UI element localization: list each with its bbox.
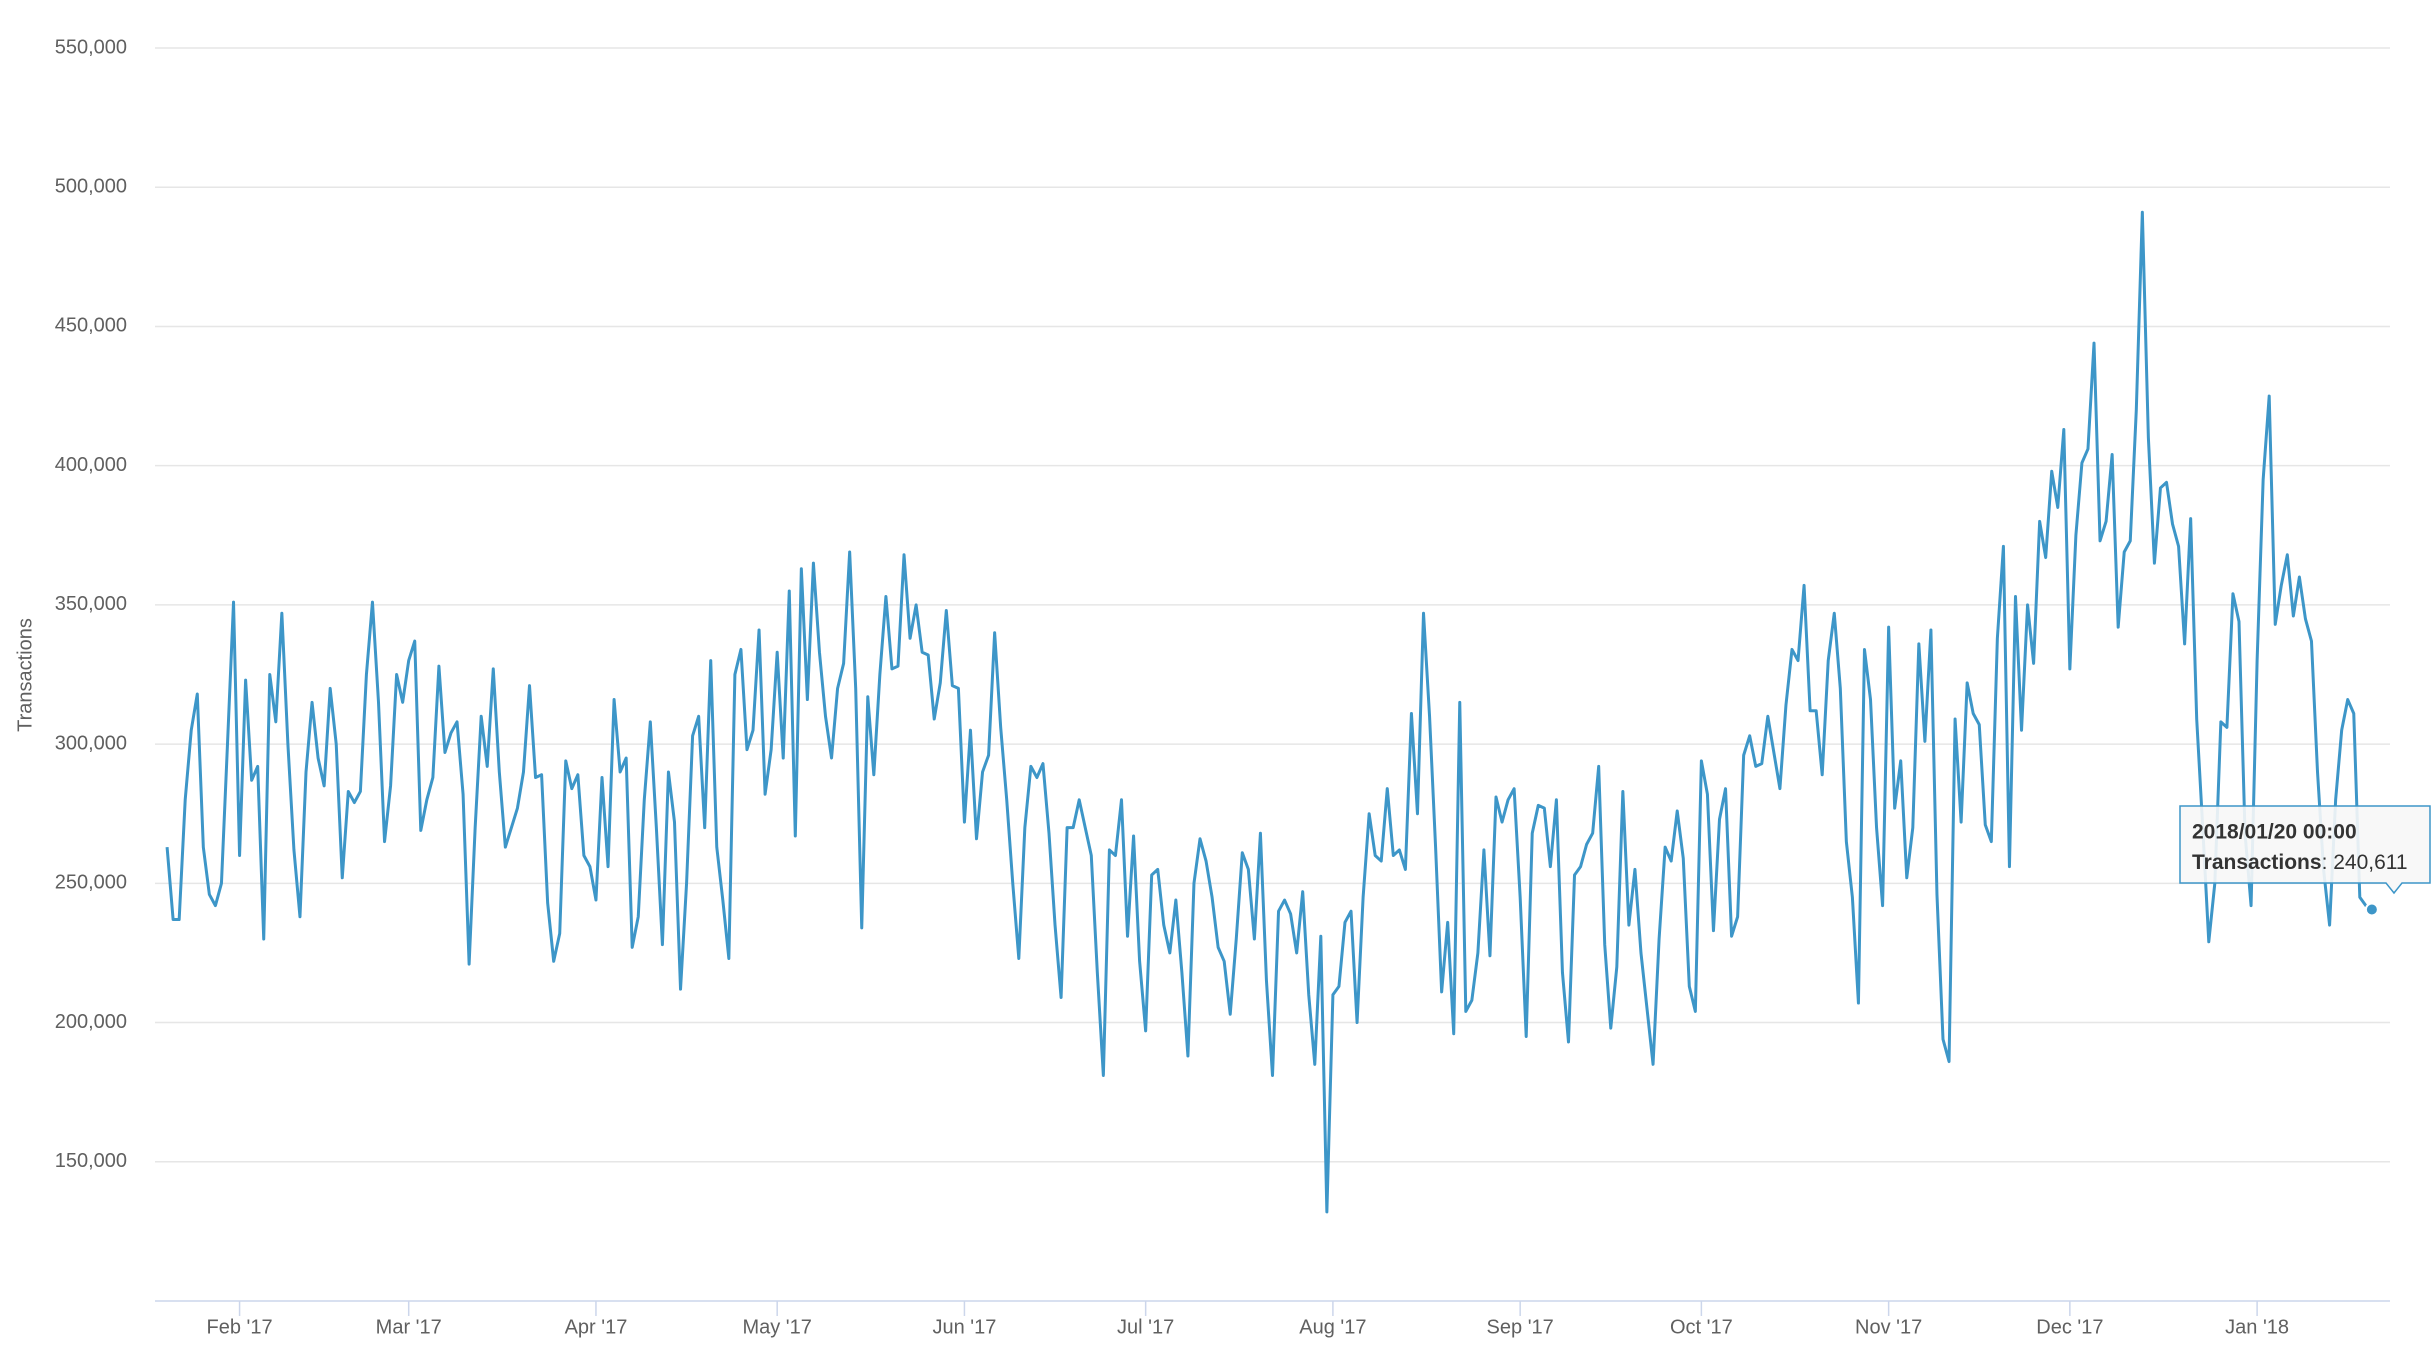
y-tick-label: 250,000 bbox=[55, 872, 127, 894]
x-tick-label: Jun '17 bbox=[932, 1316, 996, 1338]
y-tick-label: 150,000 bbox=[55, 1150, 127, 1172]
x-tick-label: May '17 bbox=[742, 1316, 811, 1338]
tooltip-box bbox=[2179, 805, 2431, 895]
tooltip-title: 2018/01/20 00:00 bbox=[2192, 821, 2357, 844]
y-tick-label: 300,000 bbox=[55, 732, 127, 754]
x-tick-label: Oct '17 bbox=[1670, 1316, 1733, 1338]
x-tick-label: Apr '17 bbox=[565, 1316, 628, 1338]
y-tick-label: 500,000 bbox=[55, 176, 127, 198]
x-tick-label: Dec '17 bbox=[2036, 1316, 2103, 1338]
x-tick-label: Mar '17 bbox=[376, 1316, 442, 1338]
y-tick-label: 400,000 bbox=[55, 454, 127, 476]
y-tick-label: 550,000 bbox=[55, 36, 127, 58]
x-tick-label: Feb '17 bbox=[207, 1316, 273, 1338]
line-series bbox=[165, 210, 2373, 1214]
y-tick-label: 450,000 bbox=[55, 315, 127, 337]
y-tick-label: 350,000 bbox=[55, 593, 127, 615]
y-tick-label: 200,000 bbox=[55, 1011, 127, 1033]
y-axis-title: Transactions bbox=[14, 618, 36, 732]
tooltip-value: Transactions: 240,611 bbox=[2192, 851, 2408, 874]
x-tick-label: Nov '17 bbox=[1855, 1316, 1922, 1338]
hover-marker bbox=[2364, 902, 2379, 917]
tooltip-series: Transactions bbox=[2192, 851, 2322, 874]
tooltip-number: 240,611 bbox=[2333, 851, 2407, 874]
x-tick-label: Aug '17 bbox=[1299, 1316, 1366, 1338]
x-tick-label: Jul '17 bbox=[1117, 1316, 1174, 1338]
x-tick-label: Jan '18 bbox=[2225, 1316, 2289, 1338]
tooltip: 2018/01/20 00:00 Transactions: 240,611 bbox=[2179, 805, 2431, 895]
tooltip-sep: : bbox=[2322, 851, 2334, 874]
x-tick-label: Sep '17 bbox=[1487, 1316, 1554, 1338]
